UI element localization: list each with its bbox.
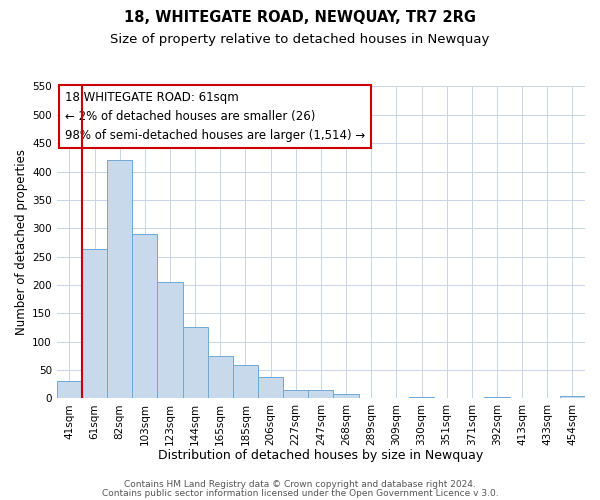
Bar (132, 234, 157, 398)
Text: 18 WHITEGATE ROAD: 61sqm
← 2% of detached houses are smaller (26)
98% of semi-de: 18 WHITEGATE ROAD: 61sqm ← 2% of detache… (65, 91, 365, 142)
Bar (157, 282, 182, 399)
Bar (409, 396, 434, 398)
Text: Size of property relative to detached houses in Newquay: Size of property relative to detached ho… (110, 32, 490, 46)
Bar (82, 249, 107, 398)
Y-axis label: Number of detached properties: Number of detached properties (15, 150, 28, 336)
Bar (484, 397, 509, 398)
Text: Contains public sector information licensed under the Open Government Licence v : Contains public sector information licen… (101, 488, 499, 498)
Bar (334, 394, 359, 398)
Bar (57, 382, 82, 398)
X-axis label: Distribution of detached houses by size in Newquay: Distribution of detached houses by size … (158, 450, 484, 462)
Bar (283, 390, 308, 398)
Bar (233, 366, 258, 398)
Bar (308, 390, 334, 398)
Bar (182, 327, 208, 398)
Bar (560, 396, 585, 398)
Bar (208, 356, 233, 399)
Text: 18, WHITEGATE ROAD, NEWQUAY, TR7 2RG: 18, WHITEGATE ROAD, NEWQUAY, TR7 2RG (124, 10, 476, 25)
Bar (107, 160, 132, 398)
Text: Contains HM Land Registry data © Crown copyright and database right 2024.: Contains HM Land Registry data © Crown c… (124, 480, 476, 489)
Bar (258, 377, 283, 398)
